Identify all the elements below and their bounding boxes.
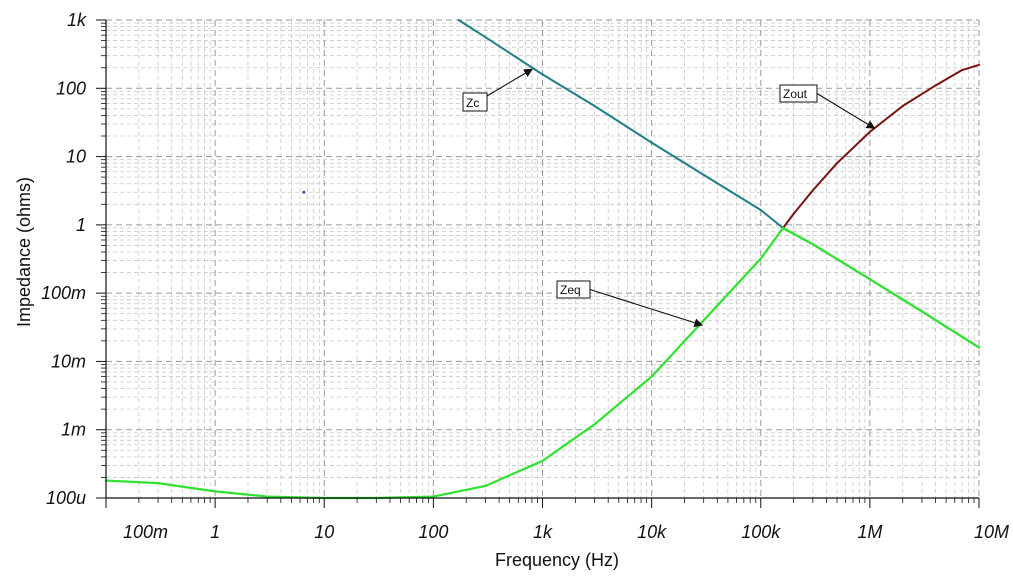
annotations: Zc Zout Zeq — [302, 68, 876, 327]
series-zeq-point — [432, 495, 435, 498]
series-zout-point — [811, 189, 814, 192]
y-tick-label: 100m — [41, 283, 86, 303]
series-zeq-point — [593, 423, 596, 426]
series-zeq-point — [759, 257, 762, 260]
tick-labels: 100m 1 10 100 1k 10k 100k 1M 10M 100u 1m 10m 100m 1 10… — [41, 10, 1009, 542]
y-tick-label: 100u — [46, 488, 86, 508]
series-zeq-point — [811, 243, 814, 246]
series-zc-point — [484, 36, 487, 39]
zeq-annotation-label: Zeq — [560, 283, 581, 297]
zc-annotation-arrow — [486, 68, 533, 97]
data-series — [104, 19, 981, 500]
series-zout-point — [934, 84, 937, 87]
zout-annotation-box — [779, 84, 818, 103]
x-tick-label: 100k — [741, 522, 781, 542]
series-zout-point — [792, 212, 795, 215]
series-zout-point — [868, 130, 871, 133]
series-zeq-point — [978, 346, 980, 349]
series-zout-point — [961, 69, 963, 71]
series-zout-point — [901, 105, 904, 107]
series-zeq-point — [541, 459, 544, 462]
axes — [96, 19, 980, 508]
series-zout-point — [978, 64, 980, 66]
y-tick-label: 1k — [67, 10, 87, 30]
series-zout-point — [836, 162, 838, 165]
x-tick-label: 100m — [123, 522, 168, 542]
series-zeq-point — [157, 482, 159, 485]
series-zc-point — [457, 19, 460, 21]
series-zc-point — [541, 73, 544, 76]
zc-annotation-box — [462, 92, 488, 112]
x-tick-label: 1 — [210, 522, 220, 542]
series-zeq-line — [104, 226, 981, 500]
series-zeq-point — [921, 310, 923, 313]
series-zeq-point — [868, 278, 871, 281]
zout-annotation-arrow — [816, 93, 876, 129]
x-tick-label: 100 — [418, 522, 448, 542]
y-axis-title: Impedance (ohms) — [14, 177, 34, 327]
zeq-annotation-arrow — [589, 288, 704, 327]
series-zeq-point — [782, 227, 784, 229]
series-zeq-point — [484, 485, 487, 487]
zout-annotation-label: Zout — [783, 87, 808, 101]
y-tick-label: 100 — [56, 78, 86, 98]
y-tick-label: 10 — [66, 147, 86, 167]
series-zc-point — [650, 141, 653, 144]
series-zeq-point — [266, 495, 269, 498]
zc-annotation-label: Zc — [466, 96, 479, 110]
series-zc-point — [759, 209, 762, 211]
y-tick-label: 10m — [51, 351, 86, 371]
series-zc-point — [593, 105, 596, 107]
series-zc-point — [702, 173, 705, 176]
y-tick-label: 1m — [61, 420, 86, 440]
stray-data-point — [302, 190, 306, 194]
x-tick-label: 1k — [533, 522, 553, 542]
series-zeq-point — [702, 319, 705, 322]
x-axis-title: Frequency (Hz) — [495, 550, 619, 570]
series-zeq-point — [650, 375, 653, 378]
series-zeq-point — [214, 490, 217, 493]
zeq-annotation-box — [556, 280, 591, 299]
y-tick-label: 1 — [76, 215, 86, 235]
x-tick-label: 10 — [314, 522, 334, 542]
x-tick-label: 10k — [637, 522, 667, 542]
x-tick-label: 1M — [857, 522, 882, 542]
x-tick-label: 10M — [974, 522, 1009, 542]
